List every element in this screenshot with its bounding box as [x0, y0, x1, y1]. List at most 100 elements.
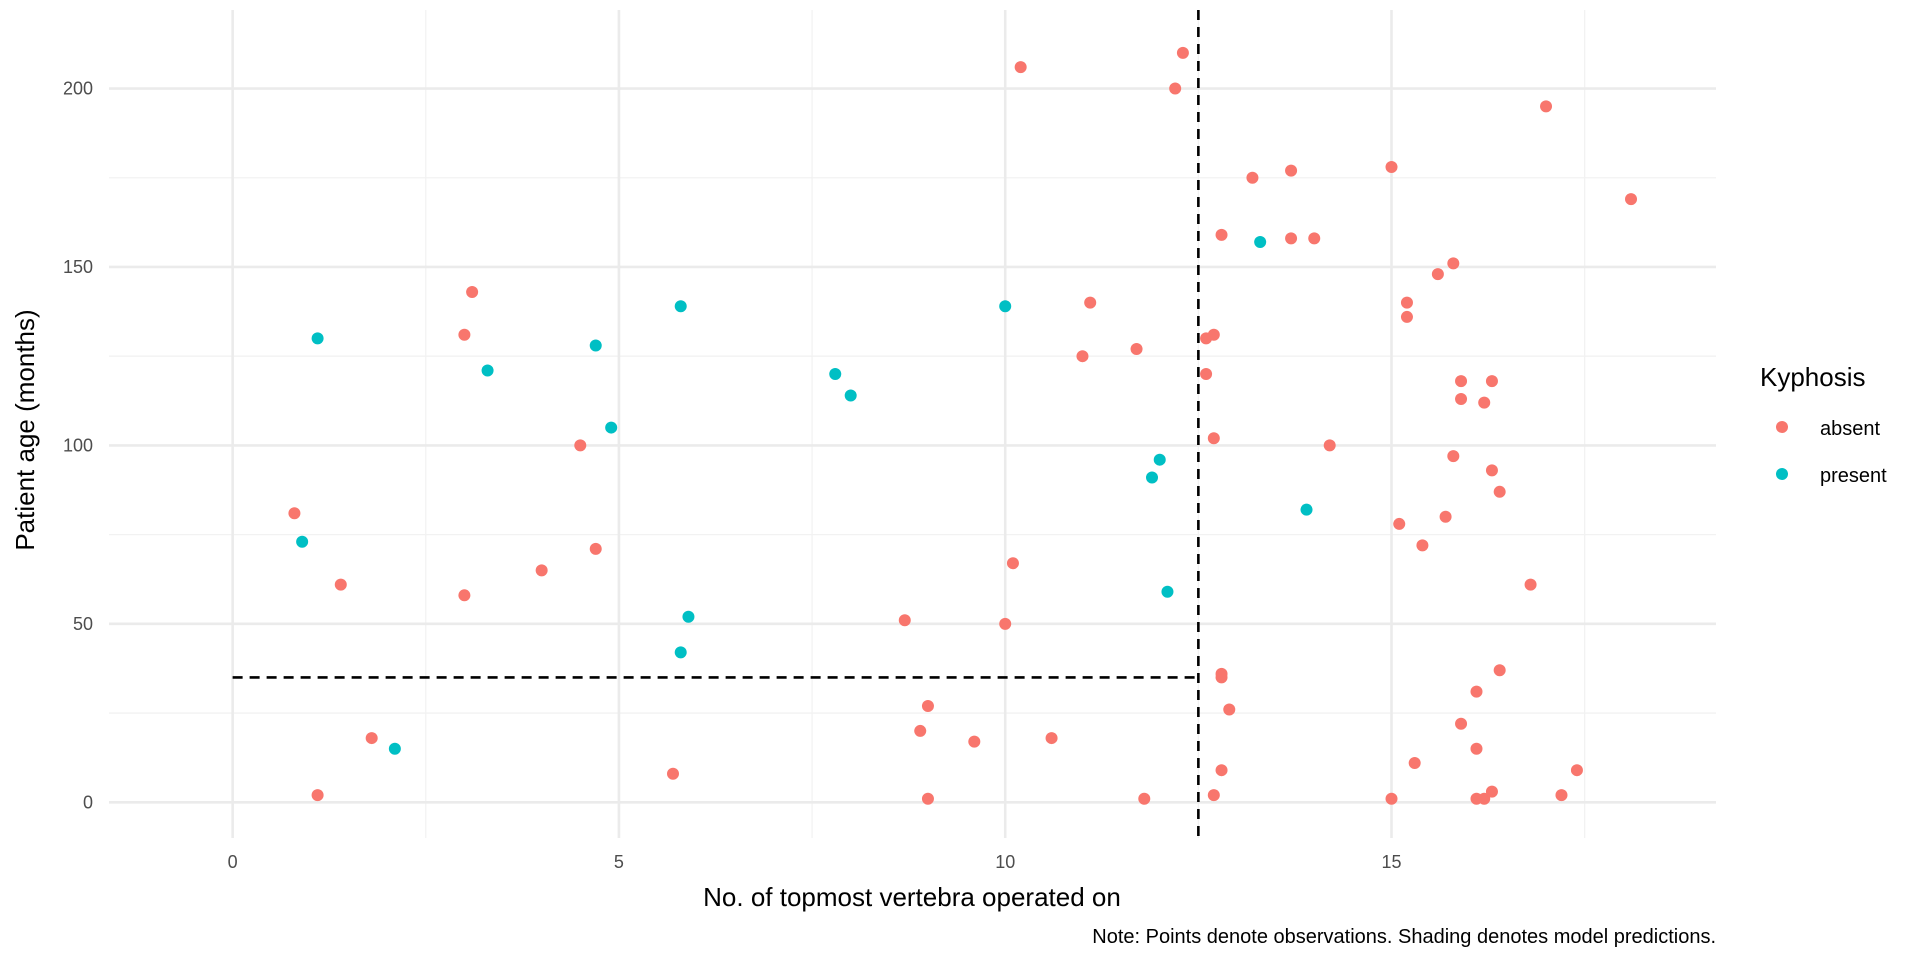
legend-key-absent — [1776, 421, 1788, 433]
chart-caption: Note: Points denote observations. Shadin… — [1092, 926, 1716, 948]
point-present — [999, 300, 1012, 313]
point-absent — [1285, 164, 1298, 177]
point-absent — [1485, 464, 1498, 477]
point-present — [1153, 453, 1166, 466]
point-absent — [1478, 396, 1491, 409]
point-absent — [1485, 785, 1498, 798]
point-absent — [1285, 232, 1298, 245]
point-absent — [1493, 664, 1506, 677]
point-absent — [1014, 61, 1027, 74]
y-tick-label: 100 — [63, 435, 93, 455]
point-present — [1161, 585, 1174, 598]
minor-gridlines — [109, 10, 1716, 838]
point-absent — [1447, 450, 1460, 463]
y-tick-label: 150 — [63, 257, 93, 277]
point-present — [829, 368, 842, 381]
y-tick-label: 50 — [73, 614, 93, 634]
point-absent — [1138, 792, 1151, 805]
point-present — [682, 610, 695, 623]
point-absent — [574, 439, 587, 452]
point-absent — [535, 564, 548, 577]
y-axis-ticks: 0 50 100 150 200 — [63, 79, 93, 813]
point-present — [844, 389, 857, 402]
point-absent — [1006, 557, 1019, 570]
point-absent — [334, 578, 347, 591]
point-absent — [1207, 328, 1220, 341]
point-absent — [1223, 703, 1236, 716]
point-absent — [1455, 393, 1468, 406]
point-absent — [1485, 375, 1498, 388]
point-absent — [1308, 232, 1321, 245]
point-absent — [1408, 757, 1421, 770]
x-tick-label: 0 — [228, 852, 238, 872]
point-present — [1254, 235, 1267, 248]
legend: Kyphosis absent present — [1760, 362, 1887, 487]
data-points — [288, 46, 1638, 805]
point-absent — [1470, 685, 1483, 698]
point-present — [388, 742, 401, 755]
legend-key-present — [1776, 468, 1788, 480]
point-absent — [1076, 350, 1089, 363]
point-absent — [1246, 171, 1259, 184]
point-absent — [1215, 667, 1228, 680]
point-absent — [589, 542, 602, 555]
point-present — [605, 421, 618, 434]
point-absent — [365, 732, 378, 745]
point-absent — [1207, 789, 1220, 802]
point-absent — [1385, 792, 1398, 805]
point-absent — [1493, 485, 1506, 498]
y-tick-label: 200 — [63, 79, 93, 99]
point-absent — [1431, 268, 1444, 281]
point-absent — [1400, 310, 1413, 323]
point-absent — [921, 699, 934, 712]
x-tick-label: 5 — [614, 852, 624, 872]
point-present — [311, 332, 324, 345]
point-absent — [1625, 193, 1638, 206]
point-absent — [921, 792, 934, 805]
point-absent — [1570, 764, 1583, 777]
point-absent — [1393, 517, 1406, 530]
x-axis-ticks: 0 5 10 15 — [228, 852, 1402, 872]
point-absent — [1045, 732, 1058, 745]
point-absent — [999, 617, 1012, 630]
point-absent — [1455, 717, 1468, 730]
point-absent — [466, 285, 479, 298]
point-absent — [288, 507, 301, 520]
legend-label-present: present — [1820, 465, 1887, 487]
point-absent — [1455, 375, 1468, 388]
point-present — [674, 646, 687, 659]
x-tick-label: 10 — [995, 852, 1015, 872]
point-absent — [1447, 257, 1460, 270]
point-absent — [311, 789, 324, 802]
point-absent — [968, 735, 981, 748]
y-tick-label: 0 — [83, 792, 93, 812]
major-gridlines — [109, 10, 1716, 838]
point-absent — [1478, 792, 1491, 805]
point-present — [1146, 471, 1159, 484]
point-present — [481, 364, 494, 377]
point-present — [674, 300, 687, 313]
point-absent — [1323, 439, 1336, 452]
point-absent — [666, 767, 679, 780]
reference-lines — [232, 10, 1200, 838]
point-absent — [458, 589, 471, 602]
point-absent — [1176, 46, 1189, 59]
point-absent — [1416, 539, 1429, 552]
point-absent — [1524, 578, 1537, 591]
point-absent — [1215, 764, 1228, 777]
point-absent — [914, 724, 927, 737]
point-present — [1300, 503, 1313, 516]
legend-label-absent: absent — [1820, 418, 1880, 440]
point-absent — [1470, 742, 1483, 755]
point-absent — [1400, 296, 1413, 309]
legend-title: Kyphosis — [1760, 362, 1866, 392]
point-absent — [1130, 343, 1143, 356]
point-absent — [458, 328, 471, 341]
point-absent — [1215, 228, 1228, 241]
x-axis-title: No. of topmost vertebra operated on — [703, 882, 1121, 912]
point-absent — [1555, 789, 1568, 802]
y-axis-title: Patient age (months) — [10, 309, 40, 550]
point-absent — [1200, 368, 1213, 381]
point-present — [296, 535, 309, 548]
